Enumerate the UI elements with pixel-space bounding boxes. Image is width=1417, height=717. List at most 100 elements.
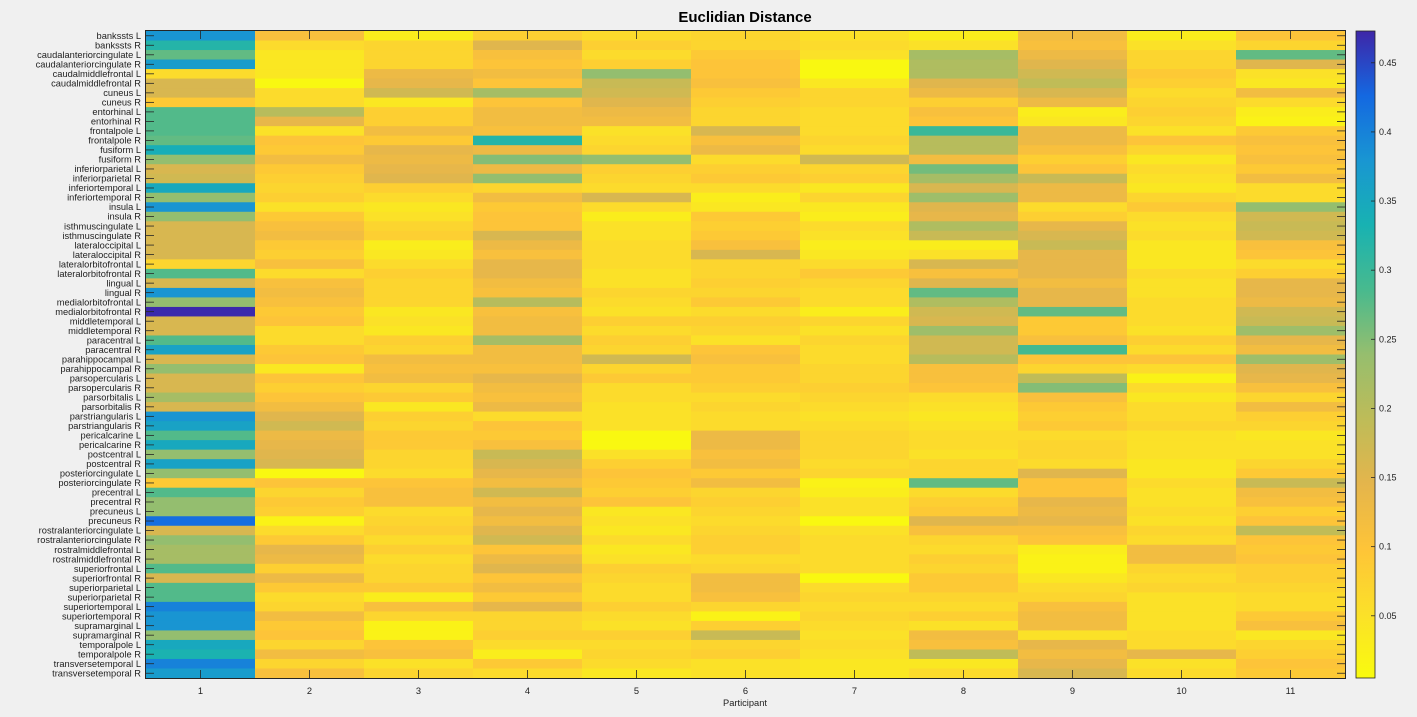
heatmap-cell <box>146 335 256 346</box>
y-tick-label: lateraloccipital L <box>74 240 141 250</box>
heatmap-cell <box>1127 278 1237 289</box>
heatmap-cell <box>1018 249 1128 260</box>
heatmap-cell <box>1236 173 1346 184</box>
heatmap-cell <box>473 373 583 384</box>
x-tick-label: 7 <box>852 686 857 696</box>
heatmap-cell <box>146 240 256 251</box>
heatmap-cell <box>1127 649 1237 660</box>
heatmap-cell <box>909 383 1019 394</box>
heatmap-cell <box>146 183 256 194</box>
y-tick-label: lateralorbitofrontal R <box>57 269 141 279</box>
heatmap-cell <box>473 164 583 175</box>
heatmap-cell <box>1018 344 1128 356</box>
heatmap-cell <box>582 59 692 70</box>
heatmap-cell <box>1236 78 1346 89</box>
heatmap-cell <box>255 383 365 394</box>
heatmap-cell <box>800 459 910 470</box>
heatmap-cell <box>473 344 583 356</box>
heatmap-cell <box>364 354 474 365</box>
heatmap-cell <box>1127 354 1237 365</box>
heatmap-cell <box>1236 392 1346 403</box>
heatmap-cell <box>146 297 256 308</box>
heatmap-cell <box>1127 202 1237 213</box>
heatmap-cell <box>1236 306 1346 318</box>
heatmap-cell <box>1127 173 1237 184</box>
heatmap-cell <box>582 525 692 536</box>
heatmap-cell <box>473 620 583 632</box>
heatmap-cell <box>146 116 256 127</box>
heatmap-cell <box>255 335 365 346</box>
heatmap-cell <box>364 535 474 546</box>
heatmap-cell <box>1127 459 1237 470</box>
y-tick-label: inferiorparietal L <box>74 164 141 174</box>
heatmap-cell <box>146 478 256 489</box>
heatmap-cell <box>364 297 474 308</box>
y-tick-label: isthmuscingulate L <box>64 221 141 231</box>
heatmap-cell <box>1018 69 1128 80</box>
heatmap-cell <box>909 535 1019 546</box>
heatmap-cell <box>1236 611 1346 622</box>
heatmap-cell <box>364 97 474 108</box>
heatmap-cell <box>1018 259 1128 270</box>
heatmap-cell <box>800 449 910 460</box>
heatmap-cell <box>582 50 692 61</box>
heatmap-cell <box>909 230 1019 241</box>
heatmap-cell <box>364 478 474 489</box>
colorbar-tick-label: 0.05 <box>1379 611 1397 621</box>
heatmap-cell <box>582 478 692 489</box>
heatmap-cell <box>1018 478 1128 489</box>
heatmap-cell <box>473 364 583 375</box>
heatmap-cell <box>909 449 1019 460</box>
heatmap-cell <box>1127 582 1237 593</box>
y-tick-label: fusiform R <box>99 155 142 165</box>
heatmap-cell <box>582 183 692 194</box>
heatmap-cell <box>800 563 910 574</box>
heatmap-cell <box>800 59 910 70</box>
heatmap-cell <box>800 468 910 479</box>
heatmap-cell <box>582 69 692 80</box>
heatmap-cell <box>691 183 801 194</box>
heatmap-cell <box>146 459 256 470</box>
y-tick-label: middletemporal R <box>68 326 141 336</box>
heatmap-cell <box>473 259 583 270</box>
heatmap-cell <box>1127 383 1237 394</box>
y-tick-label: frontalpole R <box>88 136 141 146</box>
heatmap-cell <box>800 145 910 156</box>
heatmap-cell <box>1127 620 1237 632</box>
heatmap-cell <box>1127 563 1237 574</box>
y-tick-label: fusiform L <box>100 145 141 155</box>
heatmap-cell <box>1236 649 1346 660</box>
heatmap-cell <box>146 497 256 508</box>
heatmap-cell <box>582 506 692 517</box>
heatmap-cell <box>1018 126 1128 137</box>
heatmap-cell <box>1236 40 1346 51</box>
heatmap-cell <box>473 268 583 279</box>
heatmap-cell <box>255 192 365 203</box>
heatmap-cell <box>1236 525 1346 536</box>
heatmap-cell <box>691 497 801 508</box>
heatmap-cell <box>909 516 1019 527</box>
heatmap-cell <box>909 392 1019 403</box>
heatmap-cell <box>146 192 256 203</box>
heatmap-cell <box>1018 306 1128 318</box>
heatmap-cell <box>255 544 365 555</box>
y-tick-label: medialorbitofrontal R <box>55 307 141 317</box>
heatmap-cell <box>364 316 474 327</box>
heatmap-cell <box>473 478 583 489</box>
heatmap-cell <box>1236 335 1346 346</box>
heatmap-cell <box>582 601 692 612</box>
heatmap-cell <box>146 306 256 318</box>
heatmap-cell <box>909 487 1019 498</box>
y-tick-label: lingual L <box>106 278 141 288</box>
heatmap-cell <box>1127 297 1237 308</box>
y-tick-label: frontalpole L <box>90 126 141 136</box>
heatmap-cell <box>691 221 801 232</box>
y-tick-label: caudalmiddlefrontal R <box>51 79 141 89</box>
heatmap-cell <box>473 145 583 156</box>
heatmap-cell <box>146 392 256 403</box>
heatmap-cell <box>582 392 692 403</box>
heatmap-cell <box>146 421 256 432</box>
heatmap-cell <box>146 506 256 517</box>
y-tick-label: posteriorcingulate L <box>60 469 141 479</box>
heatmap-cell <box>691 325 801 337</box>
